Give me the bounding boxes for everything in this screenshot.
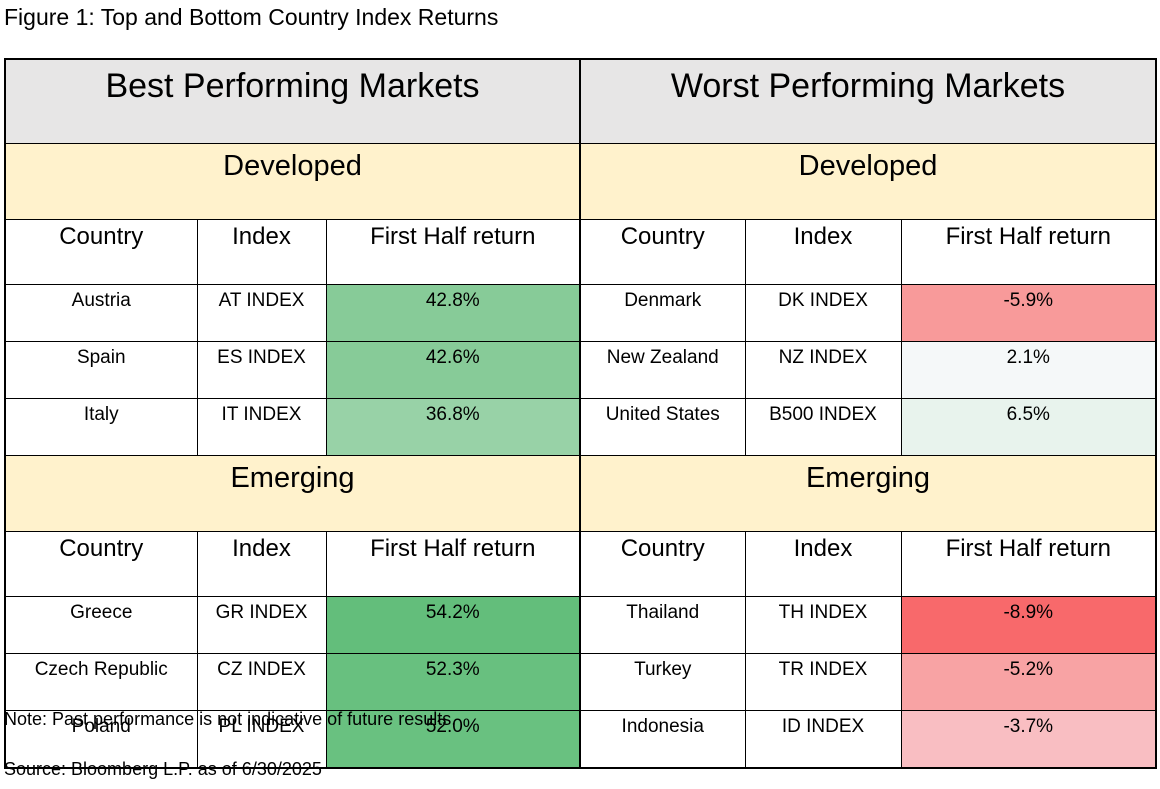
best-emerging-return-cell: 52.0% <box>325 710 581 769</box>
best-developed-country-cell: Italy <box>4 398 198 456</box>
best-emerging-index-cell: GR INDEX <box>196 596 327 654</box>
best-emerging-country-cell: Czech Republic <box>4 653 198 711</box>
worst-emerging-section-header: Emerging <box>579 455 1158 532</box>
worst-emerging-country-column-header: Country <box>579 531 746 597</box>
worst-developed-country-column-header: Country <box>579 219 746 285</box>
best-developed-return-column-header: First Half return <box>325 219 581 285</box>
best-emerging-index-cell: PL INDEX <box>196 710 327 769</box>
best-developed-return-cell: 36.8% <box>325 398 581 456</box>
worst-developed-country-cell: Denmark <box>579 284 746 342</box>
worst-emerging-return-cell: -3.7% <box>900 710 1158 769</box>
best-performing-header: Best Performing Markets <box>4 58 581 144</box>
best-emerging-country-column-header: Country <box>4 531 198 597</box>
table-row: Poland PL INDEX 52.0% Indonesia ID INDEX -3.7… <box>4 710 1158 769</box>
worst-developed-section-header: Developed <box>579 143 1158 220</box>
best-developed-country-column-header: Country <box>4 219 198 285</box>
worst-developed-index-cell: DK INDEX <box>744 284 902 342</box>
best-developed-country-cell: Austria <box>4 284 198 342</box>
table-row: Austria AT INDEX 42.8% Denmark DK INDEX -5.9% <box>4 284 1158 342</box>
table-row: Italy IT INDEX 36.8% United States B500 INDE… <box>4 398 1158 456</box>
table-row: Spain ES INDEX 42.6% New Zealand NZ INDEX 2.1… <box>4 341 1158 399</box>
best-emerging-return-column-header: First Half return <box>325 531 581 597</box>
worst-developed-return-cell: 2.1% <box>900 341 1158 399</box>
worst-developed-index-cell: NZ INDEX <box>744 341 902 399</box>
worst-emerging-index-column-header: Index <box>744 531 902 597</box>
worst-emerging-return-column-header: First Half return <box>900 531 1158 597</box>
best-emerging-index-column-header: Index <box>196 531 327 597</box>
worst-developed-country-cell: New Zealand <box>579 341 746 399</box>
best-developed-index-cell: AT INDEX <box>196 284 327 342</box>
worst-emerging-country-cell: Indonesia <box>579 710 746 769</box>
best-emerging-return-cell: 54.2% <box>325 596 581 654</box>
worst-emerging-return-cell: -5.2% <box>900 653 1158 711</box>
worst-emerging-country-cell: Turkey <box>579 653 746 711</box>
figure-title: Figure 1: Top and Bottom Country Index R… <box>4 4 499 30</box>
best-emerging-country-cell: Greece <box>4 596 198 654</box>
best-developed-section-header: Developed <box>4 143 581 220</box>
best-emerging-index-cell: CZ INDEX <box>196 653 327 711</box>
worst-performing-header: Worst Performing Markets <box>579 58 1158 144</box>
table-row: Czech Republic CZ INDEX 52.3% Turkey TR INDE… <box>4 653 1158 711</box>
worst-developed-return-cell: 6.5% <box>900 398 1158 456</box>
worst-emerging-country-cell: Thailand <box>579 596 746 654</box>
best-developed-return-cell: 42.6% <box>325 341 581 399</box>
best-developed-index-column-header: Index <box>196 219 327 285</box>
best-emerging-section-header: Emerging <box>4 455 581 532</box>
worst-emerging-index-cell: TR INDEX <box>744 653 902 711</box>
footnote-note: Note: Past performance is not indicative… <box>4 709 457 729</box>
footnote-source: Source: Bloomberg L.P. as of 6/30/2025 <box>4 759 322 779</box>
best-developed-index-cell: ES INDEX <box>196 341 327 399</box>
table-row: Greece GR INDEX 54.2% Thailand TH INDEX -8.9% <box>4 596 1158 654</box>
best-developed-index-cell: IT INDEX <box>196 398 327 456</box>
worst-emerging-return-cell: -8.9% <box>900 596 1158 654</box>
worst-developed-index-cell: B500 INDEX <box>744 398 902 456</box>
worst-emerging-index-cell: TH INDEX <box>744 596 902 654</box>
worst-developed-country-cell: United States <box>579 398 746 456</box>
worst-developed-return-column-header: First Half return <box>900 219 1158 285</box>
best-emerging-country-cell: Poland <box>4 710 198 769</box>
returns-table: Best Performing Markets Worst Performing… <box>4 58 1158 769</box>
worst-developed-index-column-header: Index <box>744 219 902 285</box>
best-emerging-return-cell: 52.3% <box>325 653 581 711</box>
worst-developed-return-cell: -5.9% <box>900 284 1158 342</box>
best-developed-return-cell: 42.8% <box>325 284 581 342</box>
worst-emerging-index-cell: ID INDEX <box>744 710 902 769</box>
best-developed-country-cell: Spain <box>4 341 198 399</box>
